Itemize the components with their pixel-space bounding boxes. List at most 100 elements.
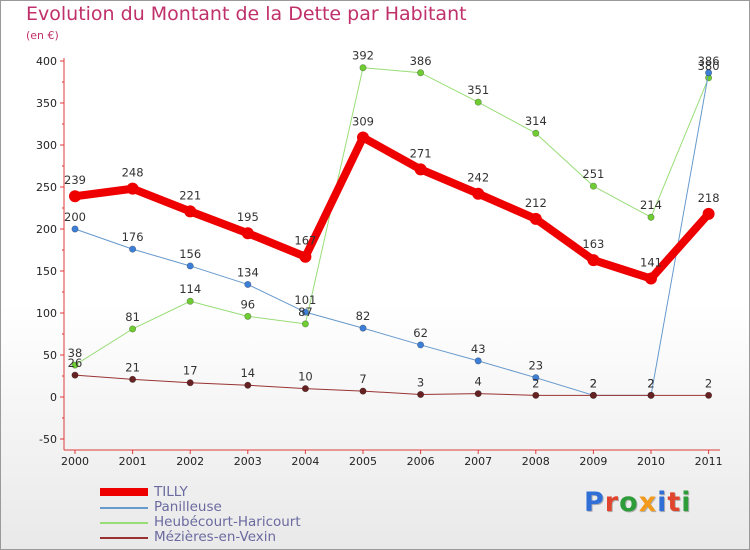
series-point-1 xyxy=(359,324,367,332)
data-label-1: 176 xyxy=(122,230,144,244)
series-point-0 xyxy=(299,250,312,263)
series-point-3 xyxy=(186,379,194,387)
series-line-2 xyxy=(74,67,710,366)
series-point-1 xyxy=(301,308,309,316)
data-label-2: 314 xyxy=(525,114,547,128)
data-label-3: 2 xyxy=(532,376,539,390)
data-label-0: 195 xyxy=(237,210,259,224)
legend-swatch xyxy=(100,522,148,524)
series-point-1 xyxy=(532,374,540,382)
series-point-1 xyxy=(129,245,137,253)
chart-series xyxy=(69,64,715,399)
data-label-1: 134 xyxy=(237,265,259,279)
series-point-2 xyxy=(589,182,597,190)
x-tick-label: 2009 xyxy=(579,455,607,468)
legend-label: Mézières-en-Vexin xyxy=(154,529,277,545)
series-point-3 xyxy=(705,391,713,399)
data-label-1: 43 xyxy=(471,342,486,356)
logo-letter: i xyxy=(657,487,668,518)
series-point-3 xyxy=(71,371,79,379)
data-label-3: 26 xyxy=(68,356,83,370)
series-point-3 xyxy=(474,390,482,398)
x-tick-label: 2001 xyxy=(119,455,147,468)
logo-letter: r xyxy=(604,487,620,518)
series-point-2 xyxy=(417,69,425,77)
data-label-1: 82 xyxy=(356,309,371,323)
chart-subtitle: (en €) xyxy=(26,29,59,42)
proxiti-logo: Proxiti xyxy=(584,487,692,518)
data-label-0: 242 xyxy=(467,171,489,185)
data-label-0: 248 xyxy=(122,166,144,180)
data-label-2: 386 xyxy=(410,54,432,68)
series-point-2 xyxy=(244,312,252,320)
series-point-3 xyxy=(532,391,540,399)
data-label-2: 392 xyxy=(352,49,374,63)
y-tick-label: 200 xyxy=(36,223,57,236)
x-tick-label: 2003 xyxy=(234,455,262,468)
x-tick-label: 2006 xyxy=(407,455,435,468)
series-point-0 xyxy=(184,205,197,218)
logo-letter: x xyxy=(638,487,658,518)
series-point-3 xyxy=(359,387,367,395)
x-tick-label: 2011 xyxy=(695,455,723,468)
data-label-0: 309 xyxy=(352,114,374,128)
data-label-2: 81 xyxy=(125,310,140,324)
series-point-2 xyxy=(129,325,137,333)
y-tick-label: 300 xyxy=(36,139,57,152)
series-point-2 xyxy=(301,320,309,328)
x-tick-label: 2008 xyxy=(522,455,550,468)
data-label-2: 96 xyxy=(240,297,255,311)
data-label-3: 17 xyxy=(183,364,198,378)
series-line-3 xyxy=(74,374,710,396)
x-tick-label: 2007 xyxy=(464,455,492,468)
legend-label: Heubécourt-Haricourt xyxy=(154,514,301,530)
data-label-0: 167 xyxy=(294,234,316,248)
data-label-3: 2 xyxy=(705,376,712,390)
data-label-1: 386 xyxy=(698,54,720,68)
series-point-2 xyxy=(647,213,655,221)
data-label-3: 4 xyxy=(475,375,482,389)
data-label-2: 38 xyxy=(68,346,83,360)
series-point-0 xyxy=(414,163,427,176)
series-point-3 xyxy=(244,381,252,389)
y-tick-label: 0 xyxy=(50,391,57,404)
legend-swatch xyxy=(100,537,148,539)
series-point-0 xyxy=(472,187,485,200)
data-label-1: 23 xyxy=(528,359,543,373)
data-label-0: 163 xyxy=(582,237,604,251)
series-point-3 xyxy=(589,391,597,399)
data-label-3: 21 xyxy=(125,360,140,374)
series-point-2 xyxy=(359,64,367,72)
chart-title: Evolution du Montant de la Dette par Hab… xyxy=(26,3,467,25)
series-point-2 xyxy=(71,361,79,369)
series-point-0 xyxy=(529,212,542,225)
data-label-2: 251 xyxy=(582,167,604,181)
series-point-1 xyxy=(244,280,252,288)
x-tick-label: 2002 xyxy=(176,455,204,468)
data-label-1: 2 xyxy=(647,376,654,390)
x-tick-label: 2005 xyxy=(349,455,377,468)
series-point-3 xyxy=(647,391,655,399)
y-tick-label: 250 xyxy=(36,181,57,194)
y-tick-label: 50 xyxy=(43,349,57,362)
data-label-2: 380 xyxy=(698,59,720,73)
series-point-3 xyxy=(301,385,309,393)
series-point-1 xyxy=(705,69,713,77)
series-point-1 xyxy=(71,225,79,233)
data-label-0: 218 xyxy=(698,191,720,205)
logo-letter: t xyxy=(667,487,682,518)
data-label-3: 14 xyxy=(240,366,255,380)
series-point-0 xyxy=(241,227,254,240)
series-point-2 xyxy=(532,129,540,137)
logo-letter: o xyxy=(619,487,639,518)
data-label-0: 212 xyxy=(525,196,547,210)
logo-letter: P xyxy=(584,487,605,518)
x-tick-label: 2010 xyxy=(637,455,665,468)
data-label-0: 239 xyxy=(64,173,86,187)
data-label-2: 87 xyxy=(298,305,313,319)
legend-label: TILLY xyxy=(154,484,188,500)
y-tick-label: 150 xyxy=(36,265,57,278)
data-label-2: 351 xyxy=(467,83,489,97)
